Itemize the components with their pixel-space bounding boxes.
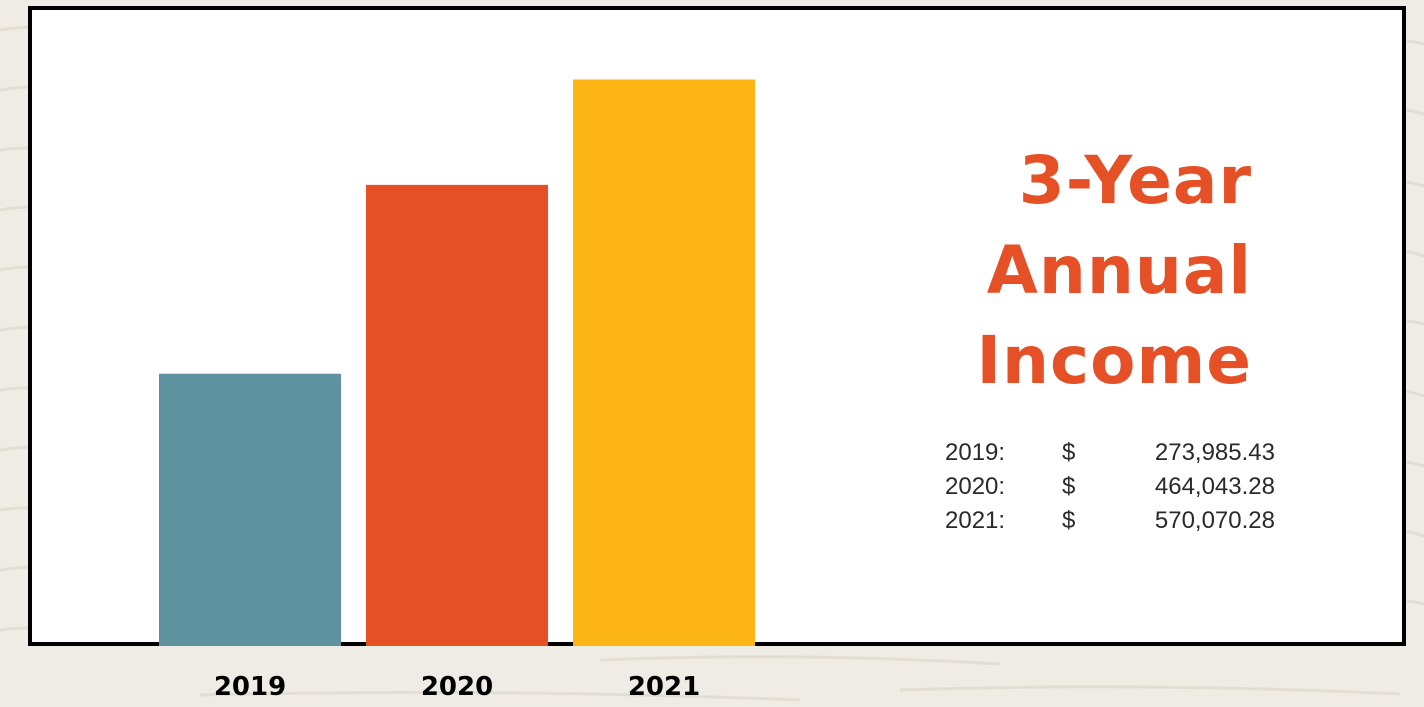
- value-currency: $: [1062, 507, 1076, 534]
- value-amount: 570,070.28: [1154, 507, 1275, 534]
- value-year: 2019:: [945, 439, 1006, 466]
- value-row-2019: 2019: $ 273,985.43: [945, 436, 1275, 470]
- value-list: 2019: $ 273,985.43 2020: $ 464,043.28 20…: [945, 436, 1275, 538]
- title-line-1: 3-Year: [1018, 142, 1252, 219]
- x-tick-label-2021: 2021: [627, 672, 701, 702]
- chart-title: 3-Year Annual Income: [812, 136, 1252, 406]
- x-tick-label-2020: 2020: [420, 672, 494, 702]
- bar-2019: [159, 373, 341, 646]
- chart-card: 3-Year Annual Income: [28, 6, 1406, 646]
- value-row-2021: 2021: $ 570,070.28: [945, 504, 1275, 538]
- x-tick-label-2019: 2019: [213, 672, 287, 702]
- value-amount: 273,985.43: [1154, 439, 1275, 466]
- value-currency: $: [1062, 439, 1076, 466]
- value-row-2020: 2020: $ 464,043.28: [945, 470, 1275, 504]
- value-year: 2020:: [945, 473, 1006, 500]
- bar-chart-plot: [159, 79, 755, 646]
- value-currency: $: [1062, 473, 1076, 500]
- x-axis-labels: 2019 2020 2021: [0, 672, 1424, 707]
- value-amount: 464,043.28: [1154, 473, 1275, 500]
- bar-2020: [366, 184, 548, 646]
- title-line-2: Annual: [986, 232, 1252, 309]
- bar-2021: [573, 79, 755, 646]
- title-line-3: Income: [976, 322, 1252, 399]
- value-year: 2021:: [945, 507, 1006, 534]
